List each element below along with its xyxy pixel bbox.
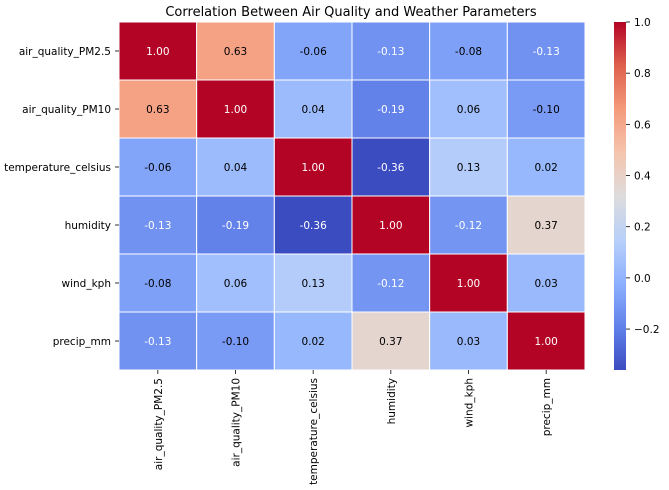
- cell-value-label-r2-c1: 0.04: [224, 162, 248, 174]
- heatmap-cell-r4-c0: [118, 253, 198, 313]
- heatmap-cell-r0-c5: [506, 21, 586, 81]
- colorbar-tick-label-6: 1.0: [634, 17, 651, 29]
- cell-value-label-r1-c3: -0.19: [377, 104, 404, 116]
- cell-value-label-r2-c2: 1.00: [301, 162, 324, 174]
- colorbar: −0.2 0.0 0.2 0.4 0.6 0.8 1.0: [614, 17, 660, 370]
- cell-value-label-r3-c3: 1.00: [379, 220, 402, 232]
- cell-value-label-r0-c3: -0.13: [377, 46, 404, 58]
- colorbar-tick-label-3: 0.4: [634, 171, 651, 183]
- row-label-3: humidity: [65, 220, 111, 232]
- cell-value-label-r4-c2: 0.13: [301, 278, 324, 290]
- cell-value-label-r4-c0: -0.08: [144, 278, 171, 290]
- heatmap-cell-r2-c4: [429, 137, 508, 197]
- heatmap-cell-r0-c0: [118, 21, 198, 81]
- column-tick-labels: air_quality_PM2.5 air_quality_PM10 tempera…: [153, 370, 553, 485]
- heatmap-cells: [118, 21, 586, 371]
- heatmap-cell-r1-c1: [196, 79, 275, 139]
- heatmap-annotations: 1.00 0.63 -0.06 -0.13 -0.08 -0.13 0.63 1.00 0.04…: [144, 46, 560, 348]
- heatmap-cell-r3-c4: [429, 195, 508, 255]
- column-label-0: air_quality_PM2.5: [153, 378, 165, 470]
- cell-value-label-r5-c2: 0.02: [301, 336, 324, 348]
- heatmap-cell-r5-c5: [506, 311, 586, 371]
- cell-value-label-r5-c3: 0.37: [379, 336, 402, 348]
- row-label-5: precip_mm: [53, 336, 111, 348]
- cell-value-label-r2-c0: -0.06: [144, 162, 171, 174]
- heatmap-cell-r3-c3: [351, 195, 431, 255]
- cell-value-label-r2-c5: 0.02: [534, 162, 557, 174]
- heatmap-cell-r0-c3: [351, 21, 431, 81]
- colorbar-tick-label-2: 0.2: [634, 222, 651, 234]
- column-label-5: precip_mm: [541, 378, 553, 436]
- colorbar-tick-label-4: 0.6: [634, 119, 651, 131]
- cell-value-label-r0-c4: -0.08: [455, 46, 482, 58]
- heatmap-cell-r3-c2: [273, 195, 353, 255]
- cell-value-label-r3-c4: -0.12: [455, 220, 482, 232]
- colorbar-tick-label-5: 0.8: [634, 68, 651, 80]
- cell-value-label-r4-c1: 0.06: [224, 278, 248, 290]
- heatmap-cell-r0-c1: [196, 21, 275, 81]
- row-label-4: wind_kph: [62, 278, 111, 290]
- cell-value-label-r3-c2: -0.36: [300, 220, 327, 232]
- row-label-2: temperature_celsius: [4, 162, 111, 174]
- cell-value-label-r5-c1: -0.10: [222, 336, 249, 348]
- cell-value-label-r1-c1: 1.00: [224, 104, 247, 116]
- cell-value-label-r1-c2: 0.04: [301, 104, 325, 116]
- heatmap-cell-r2-c5: [506, 137, 586, 197]
- heatmap-cell-r4-c2: [273, 253, 353, 313]
- row-label-1: air_quality_PM10: [22, 104, 111, 116]
- cell-value-label-r0-c1: 0.63: [224, 46, 247, 58]
- heatmap-cell-r4-c4: [429, 253, 508, 313]
- cell-value-label-r5-c5: 1.00: [534, 336, 557, 348]
- cell-value-label-r3-c1: -0.19: [222, 220, 249, 232]
- cell-value-label-r3-c5: 0.37: [534, 220, 557, 232]
- colorbar-tick-label-1: 0.0: [634, 273, 651, 285]
- cell-value-label-r2-c4: 0.13: [457, 162, 480, 174]
- chart-title: Correlation Between Air Quality and Weat…: [165, 5, 536, 20]
- cell-value-label-r5-c4: 0.03: [457, 336, 480, 348]
- column-label-2: temperature_celsius: [308, 378, 320, 485]
- heatmap-cell-r4-c3: [351, 253, 431, 313]
- heatmap-cell-r1-c3: [351, 79, 431, 139]
- cell-value-label-r3-c0: -0.13: [144, 220, 171, 232]
- heatmap-cell-r2-c3: [351, 137, 431, 197]
- cell-value-label-r0-c5: -0.13: [533, 46, 560, 58]
- cell-value-label-r4-c4: 1.00: [457, 278, 480, 290]
- heatmap-cell-r3-c5: [506, 195, 586, 255]
- row-tick-labels: air_quality_PM2.5 air_quality_PM10tempera…: [4, 46, 119, 348]
- cell-value-label-r5-c0: -0.13: [144, 336, 171, 348]
- cell-value-label-r1-c4: 0.06: [457, 104, 481, 116]
- cell-value-label-r0-c0: 1.00: [146, 46, 169, 58]
- cell-value-label-r1-c0: 0.63: [146, 104, 169, 116]
- cell-value-label-r0-c2: -0.06: [300, 46, 327, 58]
- cell-value-label-r4-c5: 0.03: [534, 278, 557, 290]
- heatmap-cell-r3-c1: [196, 195, 275, 255]
- heatmap-cell-r2-c1: [196, 137, 275, 197]
- row-label-0: air_quality_PM2.5: [19, 46, 111, 58]
- column-label-1: air_quality_PM10: [231, 378, 243, 467]
- heatmap-cell-r0-c2: [273, 21, 353, 81]
- column-label-3: humidity: [386, 378, 398, 424]
- heatmap-cell-r1-c5: [506, 79, 586, 139]
- cell-value-label-r4-c3: -0.12: [377, 278, 404, 290]
- heatmap-cell-r4-c5: [506, 253, 586, 313]
- heatmap-cell-r5-c0: [118, 311, 198, 371]
- heatmap-cell-r3-c0: [118, 195, 198, 255]
- colorbar-tick-label-0: −0.2: [634, 324, 660, 336]
- column-label-4: wind_kph: [464, 378, 476, 427]
- colorbar-gradient: [614, 22, 626, 370]
- cell-value-label-r1-c5: -0.10: [533, 104, 560, 116]
- cell-value-label-r2-c3: -0.36: [377, 162, 404, 174]
